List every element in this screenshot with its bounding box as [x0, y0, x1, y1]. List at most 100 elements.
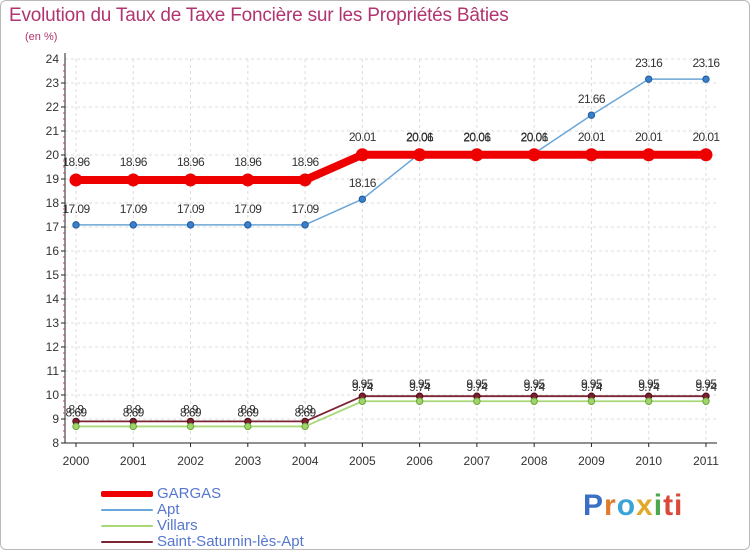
data-label-villars: 9.74 — [638, 380, 660, 394]
x-tick-label: 2005 — [349, 454, 376, 468]
data-label-villars: 8.69 — [123, 405, 145, 419]
y-tick-label: 11 — [47, 364, 60, 378]
data-label-apt: 17.09 — [62, 202, 90, 216]
data-label-apt: 20.06 — [406, 131, 434, 145]
y-tick-label: 10 — [46, 388, 60, 402]
data-point-apt — [301, 221, 309, 229]
logo-letter: x — [636, 489, 654, 522]
data-label-saint-saturnin-l-s-apt: 9.95 — [352, 377, 374, 391]
data-point-villars — [415, 397, 424, 405]
data-point-apt — [72, 221, 80, 229]
data-label-gargas: 20.01 — [406, 130, 434, 144]
data-point-villars — [473, 397, 481, 405]
data-point-gargas — [527, 148, 541, 162]
x-tick-label: 2003 — [234, 454, 261, 468]
legend-label-villars: Villars — [157, 517, 198, 534]
legend-item-apt: Apt — [101, 502, 304, 518]
legend-label-gargas: GARGAS — [157, 485, 222, 502]
data-point-villars — [186, 422, 195, 431]
series-line-saint-saturnin-l-s-apt — [75, 395, 707, 423]
data-label-gargas: 20.01 — [349, 130, 377, 144]
data-point-gargas — [470, 148, 484, 162]
data-label-apt: 23.16 — [692, 56, 720, 70]
data-label-apt: 23.16 — [635, 56, 663, 70]
y-tick-label: 23 — [46, 76, 60, 90]
data-label-apt: 21.66 — [578, 92, 606, 106]
data-point-villars — [587, 397, 596, 405]
data-point-apt — [358, 195, 367, 203]
data-point-gargas — [355, 148, 369, 162]
y-tick-label: 15 — [46, 268, 60, 282]
data-label-gargas: 20.01 — [463, 130, 491, 144]
logo-letter: ti — [663, 489, 684, 522]
data-label-saint-saturnin-l-s-apt: 9.95 — [524, 377, 546, 391]
data-label-apt: 17.09 — [120, 202, 148, 216]
legend-swatch-apt — [101, 509, 153, 511]
data-point-villars — [702, 397, 710, 405]
data-point-villars — [129, 422, 137, 431]
series-layer — [69, 75, 713, 431]
data-label-villars: 9.74 — [695, 380, 717, 394]
data-label-gargas: 18.96 — [177, 155, 205, 169]
data-point-apt — [645, 75, 653, 83]
data-point-apt — [244, 221, 252, 229]
y-tick-label: 18 — [46, 196, 60, 210]
y-tick-label: 12 — [46, 340, 60, 354]
data-label-apt: 17.09 — [292, 202, 320, 216]
y-tick-label: 8 — [52, 436, 59, 450]
y-tick-label: 24 — [46, 52, 60, 66]
data-label-villars: 9.74 — [524, 380, 546, 394]
legend-item-villars: Villars — [101, 518, 304, 534]
data-label-gargas: 18.96 — [234, 155, 262, 169]
y-tick-label: 16 — [46, 244, 60, 258]
legend: GARGAS Apt Villars Saint-Saturnin-lès-Ap… — [101, 486, 304, 550]
series-line-gargas — [72, 150, 710, 184]
data-point-gargas — [126, 173, 140, 187]
data-label-villars: 9.74 — [581, 380, 603, 394]
legend-swatch-gargas — [101, 491, 153, 497]
legend-item-saint-saturnin: Saint-Saturnin-lès-Apt — [101, 533, 304, 550]
y-tick-label: 22 — [46, 100, 60, 114]
data-label-villars: 8.69 — [180, 405, 202, 419]
data-point-villars — [244, 422, 252, 431]
data-label-saint-saturnin-l-s-apt: 8.9 — [69, 402, 85, 416]
data-point-villars — [72, 422, 80, 431]
y-tick-label: 19 — [46, 172, 60, 186]
data-point-gargas — [413, 148, 427, 162]
x-tick-label: 2002 — [177, 454, 204, 468]
data-label-gargas: 20.01 — [692, 130, 720, 144]
data-point-villars — [645, 397, 653, 405]
proxiti-logo: Proxiti — [583, 489, 683, 523]
data-point-villars — [530, 397, 538, 405]
data-label-gargas: 18.96 — [292, 155, 320, 169]
x-tick-label: 2007 — [464, 454, 491, 468]
data-point-gargas — [584, 148, 598, 162]
data-label-saint-saturnin-l-s-apt: 9.95 — [581, 377, 603, 391]
data-point-gargas — [642, 148, 656, 162]
data-point-villars — [301, 422, 309, 431]
x-tick-label: 2011 — [693, 454, 719, 468]
y-tick-label: 14 — [46, 292, 60, 306]
series-line-villars — [75, 400, 707, 428]
data-point-apt — [129, 221, 137, 229]
data-label-saint-saturnin-l-s-apt: 8.9 — [298, 402, 314, 416]
data-point-gargas — [184, 173, 198, 187]
data-label-gargas: 20.01 — [635, 130, 663, 144]
data-label-villars: 8.69 — [237, 405, 259, 419]
legend-label-apt: Apt — [157, 501, 180, 518]
data-point-apt — [186, 221, 195, 229]
data-label-villars: 8.69 — [295, 405, 317, 419]
data-label-saint-saturnin-l-s-apt: 8.9 — [183, 402, 199, 416]
data-point-villars — [358, 397, 367, 405]
data-point-gargas — [241, 173, 255, 187]
data-label-gargas: 18.96 — [120, 155, 148, 169]
data-label-apt: 20.06 — [463, 131, 491, 145]
x-tick-label: 2009 — [578, 454, 605, 468]
legend-label-saint-saturnin: Saint-Saturnin-lès-Apt — [157, 533, 304, 550]
legend-item-gargas: GARGAS — [101, 486, 304, 502]
data-label-saint-saturnin-l-s-apt: 8.9 — [126, 402, 142, 416]
logo-letter: P — [583, 489, 605, 522]
data-label-layer: 8.9 8.9 8.9 8.9 8.99.95 9.95 9.95 9.95 9.95 9.95 9… — [62, 56, 721, 419]
data-label-gargas: 20.01 — [521, 130, 549, 144]
